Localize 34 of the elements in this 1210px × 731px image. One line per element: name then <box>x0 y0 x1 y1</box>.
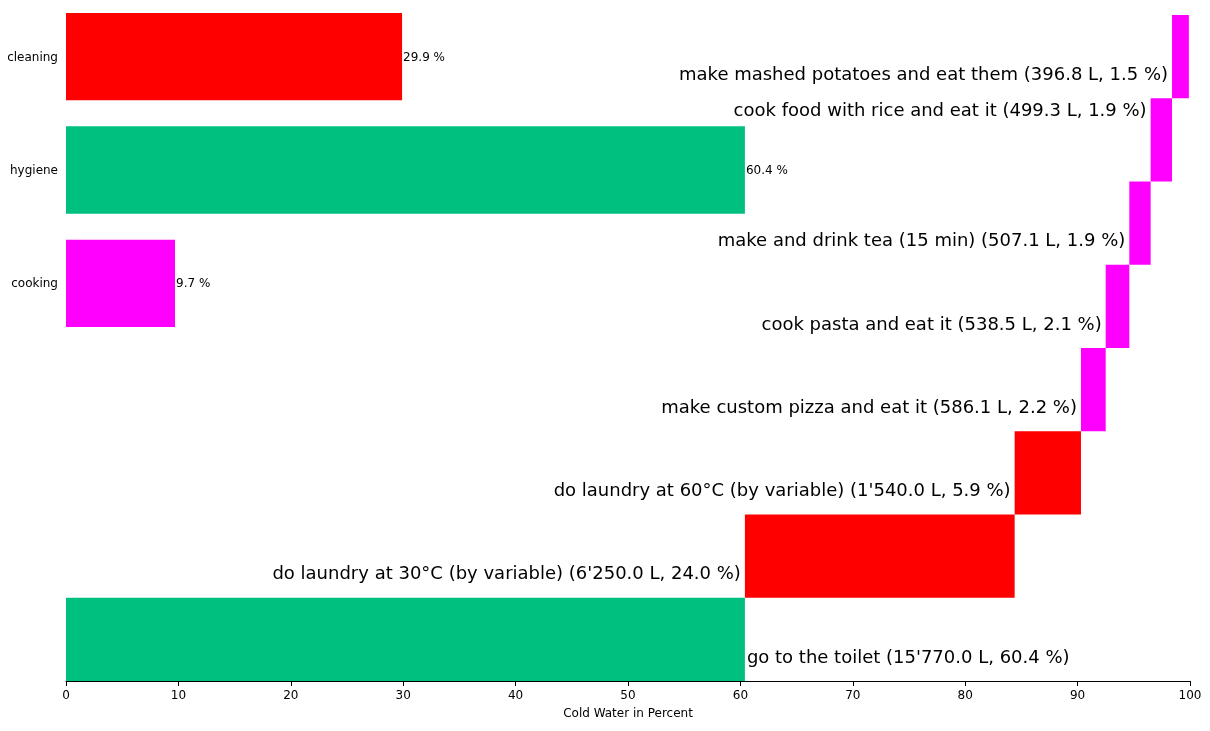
data-label: make and drink tea (15 min) (507.1 L, 1.9 %) <box>717 229 1126 251</box>
bar <box>744 514 1015 598</box>
y-tick-label: hygiene <box>9 163 58 177</box>
bar <box>66 597 745 681</box>
y-tick-label: cooking <box>11 276 58 291</box>
x-tick-label: 80 <box>957 688 973 702</box>
x-tick-label: 50 <box>620 688 636 702</box>
data-label: 60.4 % <box>745 163 788 177</box>
x-tick-label: 0 <box>62 688 70 702</box>
bar <box>1105 264 1130 348</box>
x-axis-title: Cold Water in Percent <box>563 706 694 720</box>
x-tick-label: 60 <box>732 688 749 702</box>
data-label: go to the toilet (15'770.0 L, 60.4 %) <box>746 645 1070 667</box>
bar <box>1150 98 1173 182</box>
data-label: make mashed potatoes and eat them (396.8 L, 1.5 %) <box>679 62 1169 84</box>
x-tick-label: 10 <box>170 688 187 702</box>
data-label: make custom pizza and eat it (586.1 L, 2.2 %) <box>661 395 1077 417</box>
bar <box>1129 181 1151 265</box>
y-tick-label: cleaning <box>7 49 58 64</box>
data-label: 9.7 % <box>176 276 211 291</box>
x-tick-label: 70 <box>845 688 861 702</box>
x-tick-label: 20 <box>283 688 299 702</box>
data-label: do laundry at 30°C (by variable) (6'250.0 L, 24.0 %) <box>272 562 741 584</box>
x-tick-label: 30 <box>395 688 411 702</box>
x-tick-label: 100 <box>1178 688 1202 702</box>
data-label: cook pasta and eat it (538.5 L, 2.1 %) <box>761 312 1102 334</box>
data-label: 29.9 % <box>403 49 446 64</box>
bar <box>1014 431 1081 515</box>
bar <box>1172 15 1189 99</box>
x-tick-label: 40 <box>507 688 524 702</box>
x-tick-label: 90 <box>1069 688 1086 702</box>
bar <box>1080 348 1106 432</box>
data-label: do laundry at 60°C (by variable) (1'540.0 L, 5.9 %) <box>553 479 1011 501</box>
data-label: cook food with rice and eat it (499.3 L, 1.9 %) <box>733 99 1147 121</box>
